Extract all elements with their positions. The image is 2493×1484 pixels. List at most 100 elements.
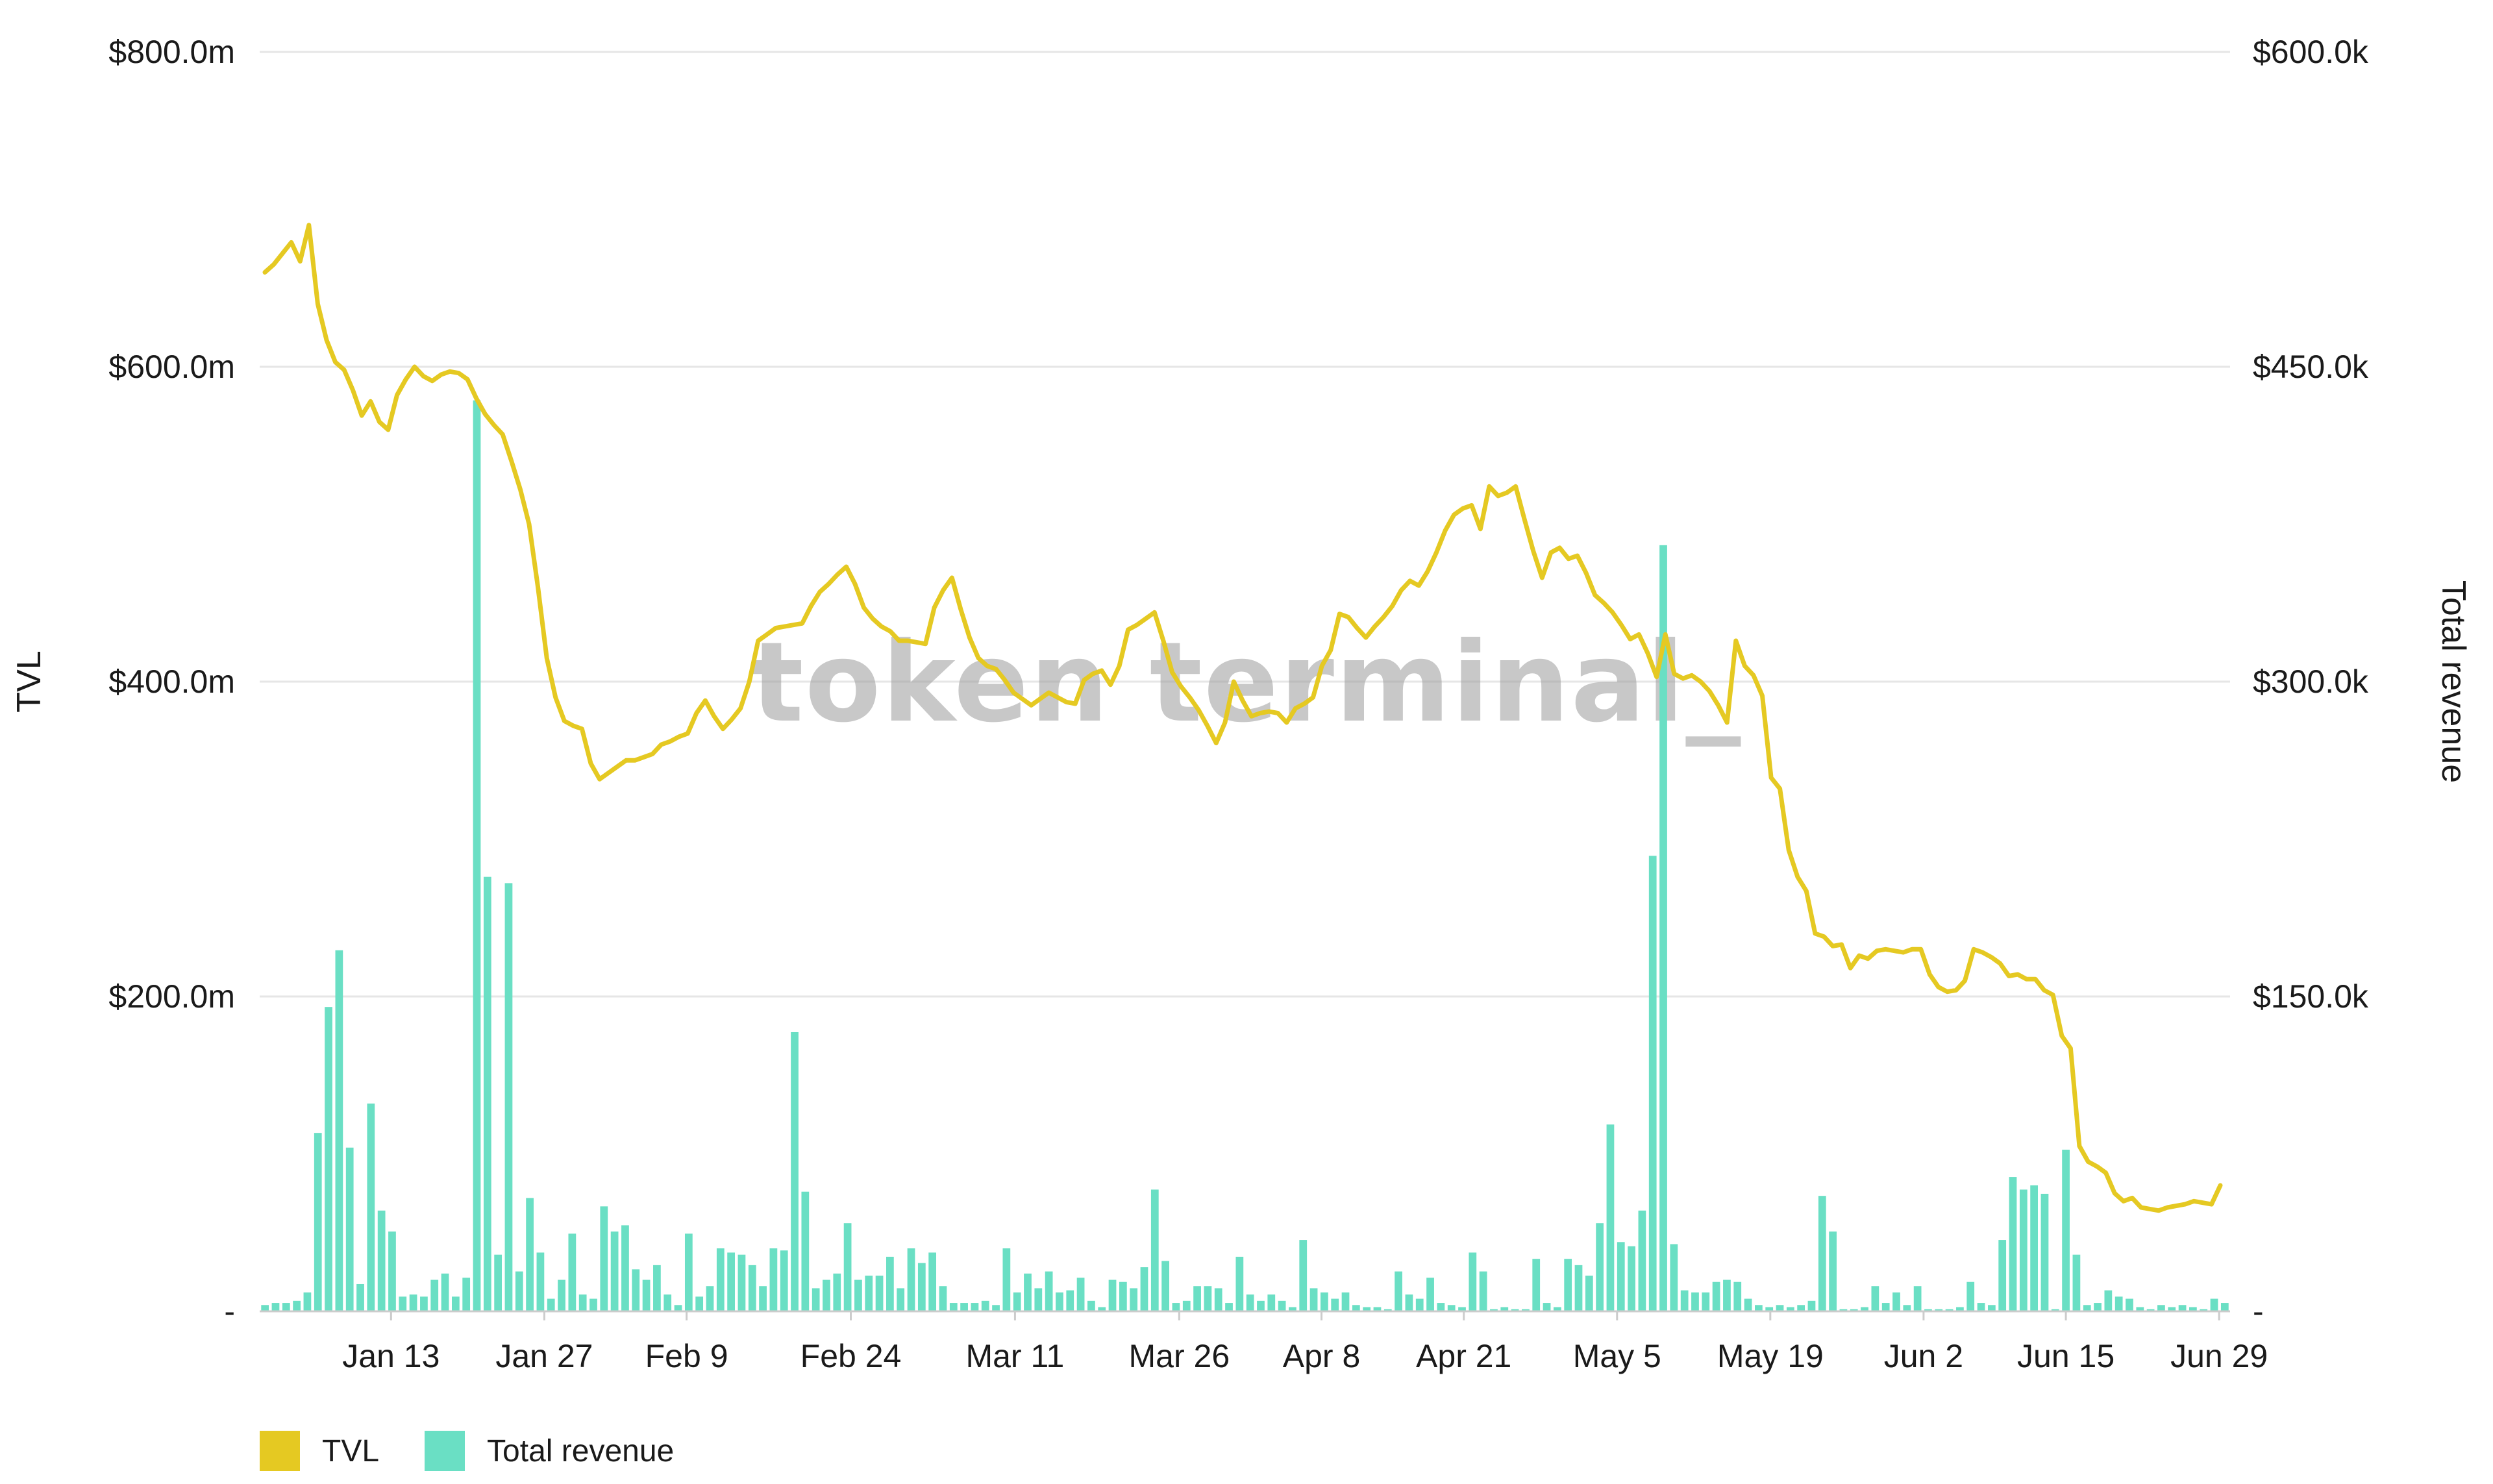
revenue-bar <box>271 1303 280 1311</box>
revenue-bar <box>1458 1307 1466 1311</box>
legend: TVL Total revenue <box>260 1431 719 1471</box>
revenue-bar <box>483 876 491 1311</box>
revenue-bar <box>2168 1307 2176 1311</box>
revenue-bar <box>388 1231 396 1311</box>
revenue-bar <box>1150 1189 1159 1311</box>
revenue-bar <box>1108 1280 1117 1311</box>
left-tick-label: $800.0m <box>108 34 235 70</box>
revenue-bar <box>1966 1281 1975 1311</box>
revenue-bar <box>2189 1307 2197 1311</box>
revenue-bar <box>261 1305 269 1311</box>
revenue-bar <box>2104 1290 2113 1311</box>
right-tick-label: $300.0k <box>2253 663 2369 700</box>
revenue-bar <box>1500 1307 1509 1311</box>
revenue-bar <box>1437 1303 1445 1311</box>
legend-label-tvl: TVL <box>322 1433 380 1468</box>
revenue-bar <box>823 1280 830 1311</box>
revenue-bar <box>547 1298 555 1311</box>
revenue-bar <box>1574 1265 1583 1311</box>
revenue-bar <box>1415 1298 1424 1311</box>
revenue-bar <box>1130 1288 1138 1311</box>
revenue-bar <box>2094 1303 2102 1311</box>
x-tick-label: Feb 9 <box>645 1338 728 1374</box>
revenue-bar <box>1977 1303 1985 1311</box>
revenue-bar <box>1935 1309 1943 1311</box>
revenue-bar <box>2019 1189 2028 1311</box>
revenue-bar <box>1066 1290 1074 1311</box>
right-tick-label: $150.0k <box>2253 978 2369 1015</box>
x-tick-label: Jun 15 <box>2017 1338 2115 1374</box>
x-tick-label: Feb 24 <box>800 1338 902 1374</box>
revenue-bar <box>981 1300 989 1311</box>
revenue-bar <box>1913 1286 1922 1311</box>
revenue-bar <box>1119 1281 1127 1311</box>
revenue-bar <box>2200 1309 2208 1311</box>
revenue-bar <box>1225 1303 1233 1311</box>
revenue-bar <box>917 1263 926 1311</box>
revenue-bar <box>2220 1303 2229 1311</box>
legend-item-total-revenue[interactable]: Total revenue <box>425 1431 674 1471</box>
revenue-bar <box>1702 1292 1710 1311</box>
revenue-bar <box>1076 1278 1085 1311</box>
revenue-bar <box>494 1254 502 1311</box>
revenue-bar <box>812 1288 820 1311</box>
revenue-bar <box>1098 1307 1106 1311</box>
left-tick-label: $200.0m <box>108 978 235 1015</box>
revenue-bar <box>430 1280 439 1311</box>
legend-item-tvl[interactable]: TVL <box>260 1431 379 1471</box>
revenue-bar <box>1214 1288 1222 1311</box>
revenue-bar <box>409 1294 417 1311</box>
revenue-bar <box>1024 1273 1032 1311</box>
revenue-bar <box>2126 1298 2133 1311</box>
revenue-bar <box>1532 1259 1541 1311</box>
revenue-bar <box>451 1296 460 1311</box>
revenue-bar <box>2083 1305 2091 1311</box>
revenue-bar <box>664 1294 672 1311</box>
revenue-bar <box>706 1286 714 1311</box>
revenue-bar <box>526 1198 534 1311</box>
revenue-bar <box>282 1303 290 1311</box>
revenue-bar <box>1564 1259 1572 1311</box>
left-tick-label: $600.0m <box>108 349 235 385</box>
revenue-bar <box>1267 1294 1276 1311</box>
revenue-bar <box>1807 1300 1816 1311</box>
revenue-bar <box>716 1248 725 1311</box>
revenue-bar <box>2146 1309 2155 1311</box>
revenue-bar <box>1193 1286 1201 1311</box>
revenue-bar <box>1235 1256 1244 1311</box>
x-tick-label: May 19 <box>1717 1338 1824 1374</box>
revenue-bar <box>1945 1309 1953 1311</box>
x-tick-label: Apr 21 <box>1416 1338 1511 1374</box>
revenue-bar <box>325 1007 332 1311</box>
revenue-bar <box>356 1283 364 1311</box>
revenue-bar <box>1998 1240 2007 1311</box>
revenue-bar <box>1924 1309 1932 1311</box>
revenue-bar <box>1395 1271 1402 1311</box>
revenue-bar <box>1903 1305 1911 1311</box>
revenue-bar <box>1045 1271 1053 1311</box>
revenue-bar <box>939 1286 947 1311</box>
revenue-bar <box>748 1265 756 1311</box>
revenue-bar <box>971 1303 979 1311</box>
revenue-bar <box>1056 1292 1063 1311</box>
revenue-bar <box>1321 1292 1328 1311</box>
revenue-bar <box>1765 1307 1774 1311</box>
revenue-bar <box>2210 1298 2218 1311</box>
revenue-bar <box>928 1252 937 1311</box>
revenue-bar <box>1034 1288 1043 1311</box>
revenue-bar <box>536 1252 545 1311</box>
revenue-bar <box>1172 1303 1180 1311</box>
revenue-bar <box>1712 1281 1720 1311</box>
revenue-bar <box>1522 1309 1530 1311</box>
revenue-bar <box>1363 1307 1371 1311</box>
left-tick-label: $400.0m <box>108 663 235 700</box>
revenue-bar <box>1744 1298 1752 1311</box>
revenue-bar <box>1628 1246 1635 1311</box>
legend-swatch-tvl <box>260 1431 300 1471</box>
revenue-bar <box>1892 1292 1900 1311</box>
revenue-bar <box>441 1273 449 1311</box>
revenue-bar <box>1013 1292 1021 1311</box>
revenue-bar <box>462 1278 471 1311</box>
revenue-bar <box>992 1305 1000 1311</box>
revenue-bar <box>2009 1177 2017 1311</box>
